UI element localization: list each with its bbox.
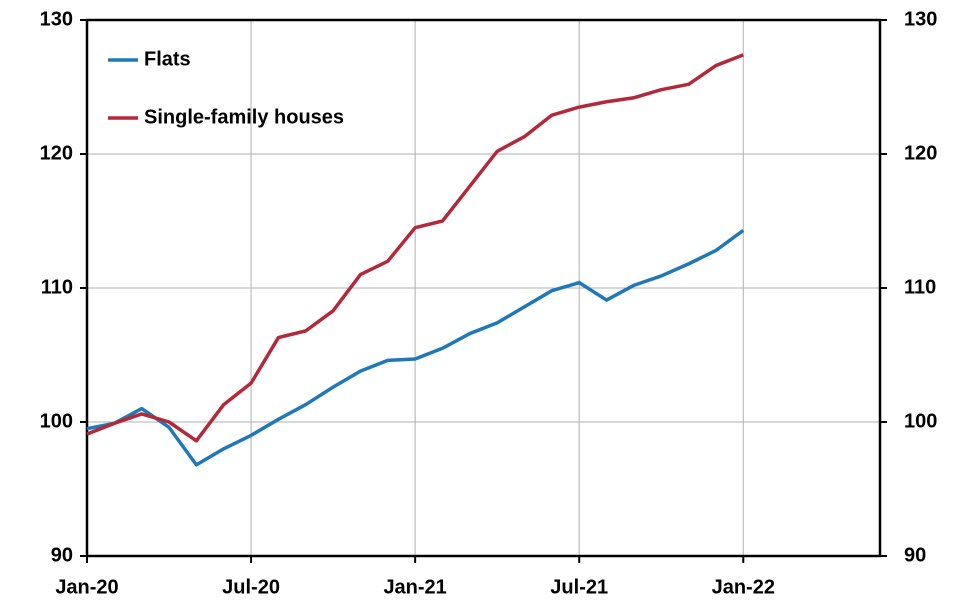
y-tick-label: 110 [41, 276, 73, 298]
y2-tick-label: 100 [904, 410, 937, 432]
plot-frame [85, 18, 882, 558]
x-tick-label: Jan-20 [55, 576, 118, 598]
legend-label: Flats [144, 48, 191, 70]
y2-tick-label: 120 [904, 142, 937, 164]
y-tick-label: 90 [51, 544, 73, 566]
y-tick-label: 100 [40, 410, 73, 432]
y2-tick-label: 90 [904, 544, 926, 566]
y2-tick-label: 130 [904, 8, 937, 30]
series-line [86, 228, 745, 467]
x-tick-label: Jul-20 [222, 576, 280, 598]
x-tick-label: Jan-21 [383, 576, 446, 598]
legend-label: Single-family houses [144, 106, 344, 128]
x-tick-label: Jul-21 [550, 576, 608, 598]
x-tick-label: Jan-22 [712, 576, 775, 598]
y-tick-label: 130 [40, 8, 73, 30]
series-line [86, 53, 744, 443]
y2-tick-label: 110 [904, 276, 936, 298]
y-tick-label: 120 [40, 142, 73, 164]
